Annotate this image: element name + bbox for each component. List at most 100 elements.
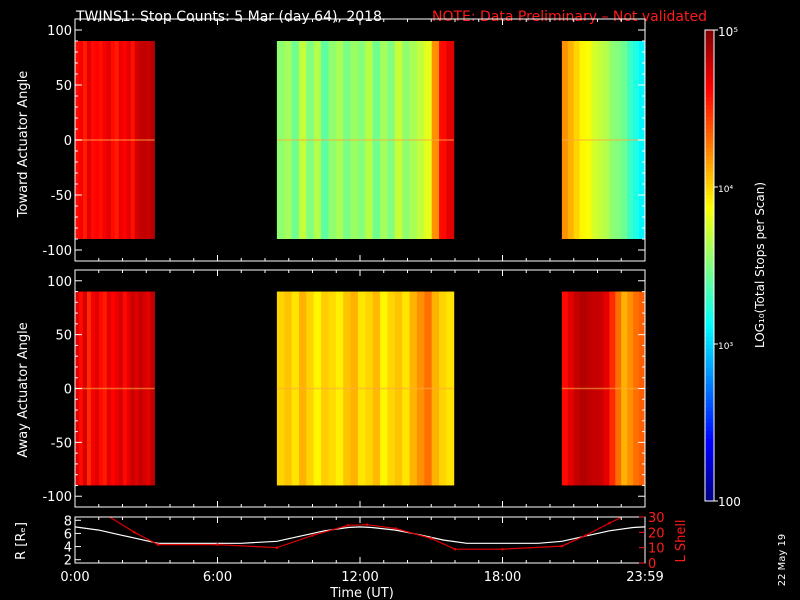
colorbar-swatch bbox=[705, 159, 714, 165]
time-axis-label: Time (UT) bbox=[329, 586, 394, 600]
colorbar-swatch bbox=[705, 226, 714, 231]
colorbar-swatch bbox=[705, 120, 714, 125]
colorbar-swatch bbox=[705, 265, 714, 271]
colorbar-swatch bbox=[705, 88, 714, 94]
x-tick-label: 0:00 bbox=[60, 570, 89, 585]
colorbar-swatch bbox=[705, 410, 714, 416]
colorbar-swatch bbox=[705, 194, 714, 200]
colorbar-swatch bbox=[705, 77, 714, 82]
colorbar-swatch bbox=[705, 398, 714, 404]
colorbar-swatch bbox=[705, 163, 714, 168]
colorbar-swatch bbox=[705, 493, 714, 498]
colorbar-swatch bbox=[705, 395, 714, 400]
l-shell-point bbox=[275, 546, 279, 549]
x-tick-label: 6:00 bbox=[203, 570, 232, 585]
colorbar-swatch bbox=[705, 245, 714, 251]
away-ylabel: Away Actuator Angle bbox=[16, 322, 31, 457]
colorbar-swatch bbox=[705, 355, 714, 361]
y-tick-label: 100 bbox=[47, 24, 72, 39]
y-tick-label: 100 bbox=[47, 275, 72, 290]
colorbar-swatch bbox=[705, 359, 714, 365]
y-tick-label: 0 bbox=[64, 383, 72, 398]
colorbar-swatch bbox=[705, 481, 714, 486]
colorbar-swatch bbox=[705, 202, 714, 208]
colorbar-swatch bbox=[705, 241, 714, 247]
colorbar-swatch bbox=[705, 53, 714, 59]
colorbar-swatch bbox=[705, 292, 714, 298]
colorbar-swatch bbox=[705, 465, 714, 471]
colorbar-swatch bbox=[705, 477, 714, 482]
l-shell-point bbox=[156, 543, 160, 546]
y-tick-label: 6 bbox=[64, 527, 72, 542]
colorbar-swatch bbox=[705, 418, 714, 424]
y-right-tick-label: 10 bbox=[648, 542, 665, 557]
colorbar-swatch bbox=[705, 457, 714, 463]
colorbar-swatch bbox=[705, 414, 714, 420]
panel-frame bbox=[74, 516, 646, 564]
colorbar-swatch bbox=[705, 198, 714, 204]
colorbar-swatch bbox=[705, 340, 714, 345]
y-right-tick-label: 20 bbox=[648, 526, 665, 541]
colorbar-swatch bbox=[705, 277, 714, 282]
colorbar-swatch bbox=[705, 422, 714, 428]
colorbar: 10⁵ 10⁴ 10³ 100 bbox=[704, 25, 741, 509]
y-tick-label: -100 bbox=[42, 490, 72, 505]
y-tick-label: -50 bbox=[51, 436, 72, 451]
colorbar-swatch bbox=[705, 261, 714, 267]
colorbar-swatch bbox=[705, 249, 714, 255]
y-tick-label: -50 bbox=[51, 189, 72, 204]
colorbar-swatch bbox=[705, 351, 714, 357]
colorbar-swatch bbox=[705, 234, 714, 239]
colorbar-swatch bbox=[705, 300, 714, 306]
colorbar-swatch bbox=[705, 238, 714, 243]
colorbar-swatch bbox=[705, 155, 714, 161]
y-right-tick-label: 30 bbox=[648, 511, 665, 526]
colorbar-swatch bbox=[705, 285, 714, 290]
colorbar-swatch bbox=[705, 183, 714, 188]
colorbar-swatch bbox=[705, 30, 714, 35]
colorbar-swatch bbox=[705, 469, 714, 475]
colorbar-swatch bbox=[705, 304, 714, 310]
colorbar-swatch bbox=[705, 92, 714, 98]
colorbar-swatch bbox=[705, 108, 714, 114]
colorbar-swatch bbox=[705, 391, 714, 396]
away-panel: 100 50 0 -50 -100 bbox=[42, 269, 646, 508]
colorbar-swatch bbox=[705, 426, 714, 431]
colorbar-swatch bbox=[705, 497, 714, 502]
l-shell-point bbox=[346, 524, 350, 527]
colorbar-swatch bbox=[705, 69, 714, 74]
colorbar-swatch bbox=[705, 116, 714, 121]
colorbar-swatch bbox=[705, 190, 714, 196]
colorbar-swatch bbox=[705, 257, 714, 263]
l-shell-point bbox=[560, 544, 564, 548]
x-tick-label: 18:00 bbox=[484, 570, 521, 585]
l-shell-point bbox=[429, 537, 433, 540]
colorbar-swatch bbox=[705, 171, 714, 176]
colorbar-swatch bbox=[705, 269, 714, 274]
y-tick-label: 4 bbox=[64, 541, 72, 556]
colorbar-tick-label: 100 bbox=[718, 495, 741, 509]
colorbar-swatch bbox=[705, 446, 714, 451]
colorbar-swatch bbox=[705, 316, 714, 322]
x-tick-label: 23:59 bbox=[626, 570, 663, 585]
colorbar-swatch bbox=[705, 371, 714, 376]
l-shell-point bbox=[584, 534, 587, 537]
colorbar-swatch bbox=[705, 308, 714, 314]
colorbar-swatch bbox=[705, 84, 714, 90]
colorbar-swatch bbox=[705, 143, 714, 149]
l-shell-point bbox=[311, 534, 314, 537]
colorbar-swatch bbox=[705, 167, 714, 172]
colorbar-swatch bbox=[705, 489, 714, 494]
data-note: NOTE: Data Preliminary – Not validated bbox=[432, 9, 707, 25]
toward-panel: 100 50 0 -50 -100 bbox=[42, 18, 646, 262]
colorbar-swatch bbox=[705, 128, 714, 133]
colorbar-swatch bbox=[705, 210, 714, 216]
l-shell-point bbox=[365, 523, 369, 526]
y-tick-label: -100 bbox=[42, 244, 72, 259]
colorbar-swatch bbox=[705, 57, 714, 62]
colorbar-swatch bbox=[705, 406, 714, 412]
colorbar-swatch bbox=[705, 41, 714, 47]
r-distance-line bbox=[75, 526, 645, 544]
x-tick-label: 12:00 bbox=[341, 570, 378, 585]
colorbar-swatch bbox=[705, 328, 714, 333]
